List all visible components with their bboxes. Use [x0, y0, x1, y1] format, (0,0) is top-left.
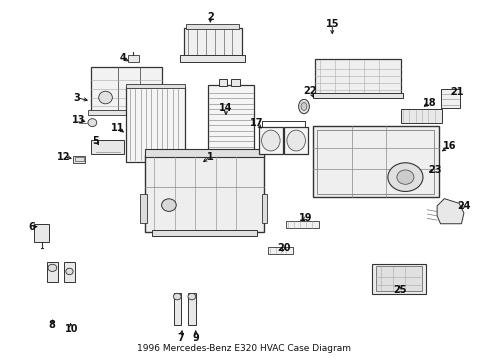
Bar	[218, 79, 227, 86]
Bar	[91, 67, 161, 112]
Bar	[312, 93, 402, 98]
Bar	[73, 156, 85, 163]
Text: 17: 17	[249, 118, 263, 128]
Ellipse shape	[396, 170, 413, 184]
Text: 9: 9	[192, 333, 199, 343]
Bar	[126, 87, 184, 162]
Bar	[259, 127, 282, 154]
Bar	[400, 109, 441, 123]
Text: 22: 22	[303, 86, 316, 96]
Text: 18: 18	[422, 98, 436, 108]
Ellipse shape	[261, 130, 280, 151]
Bar	[284, 127, 307, 154]
Text: 14: 14	[219, 103, 232, 113]
Bar	[267, 247, 293, 253]
Bar	[185, 24, 238, 29]
Text: 12: 12	[57, 152, 71, 162]
Text: 19: 19	[299, 213, 312, 222]
Ellipse shape	[286, 130, 305, 151]
Text: 1: 1	[206, 152, 213, 162]
Text: 16: 16	[442, 141, 455, 151]
Ellipse shape	[387, 163, 422, 192]
Bar	[126, 84, 184, 88]
Bar	[312, 126, 438, 197]
Bar	[64, 262, 75, 282]
Text: 10: 10	[64, 324, 78, 334]
Text: 25: 25	[392, 285, 406, 296]
Bar	[375, 266, 422, 291]
Bar	[207, 85, 254, 166]
Ellipse shape	[173, 293, 181, 300]
Ellipse shape	[48, 264, 57, 271]
Text: 4: 4	[119, 53, 126, 63]
Ellipse shape	[298, 99, 309, 114]
Bar	[152, 230, 256, 235]
Bar	[144, 155, 264, 232]
Text: 13: 13	[72, 115, 85, 125]
Bar	[231, 79, 240, 86]
Bar	[183, 28, 242, 58]
Text: 24: 24	[456, 201, 470, 211]
Ellipse shape	[187, 293, 195, 300]
Bar	[316, 130, 433, 194]
Bar	[88, 111, 163, 115]
Text: 20: 20	[276, 243, 290, 253]
Bar	[47, 262, 58, 282]
Ellipse shape	[88, 119, 97, 127]
Bar	[34, 225, 49, 242]
Bar	[188, 293, 195, 325]
Text: 1996 Mercedes-Benz E320 HVAC Case Diagram: 1996 Mercedes-Benz E320 HVAC Case Diagra…	[137, 344, 351, 353]
Bar	[75, 157, 83, 161]
Bar	[128, 55, 139, 62]
Text: 8: 8	[48, 320, 55, 330]
Text: 5: 5	[92, 136, 99, 145]
Ellipse shape	[161, 199, 176, 211]
Bar	[144, 149, 264, 157]
Text: 23: 23	[427, 165, 441, 175]
Ellipse shape	[99, 91, 112, 104]
Text: 3: 3	[73, 93, 80, 103]
Bar	[91, 140, 124, 154]
Ellipse shape	[66, 268, 73, 275]
Bar	[285, 221, 319, 228]
Bar	[315, 59, 400, 95]
Bar	[180, 55, 244, 62]
Polygon shape	[436, 199, 463, 224]
Text: 11: 11	[111, 123, 124, 133]
Text: 15: 15	[325, 19, 338, 29]
Bar	[371, 264, 425, 294]
Bar	[261, 194, 267, 223]
Text: 21: 21	[449, 87, 463, 97]
Ellipse shape	[301, 103, 306, 111]
Text: 2: 2	[206, 12, 213, 22]
Text: 7: 7	[177, 333, 184, 343]
Bar	[440, 89, 459, 108]
Bar	[140, 194, 147, 223]
Text: 6: 6	[28, 222, 35, 231]
Bar	[173, 293, 181, 325]
